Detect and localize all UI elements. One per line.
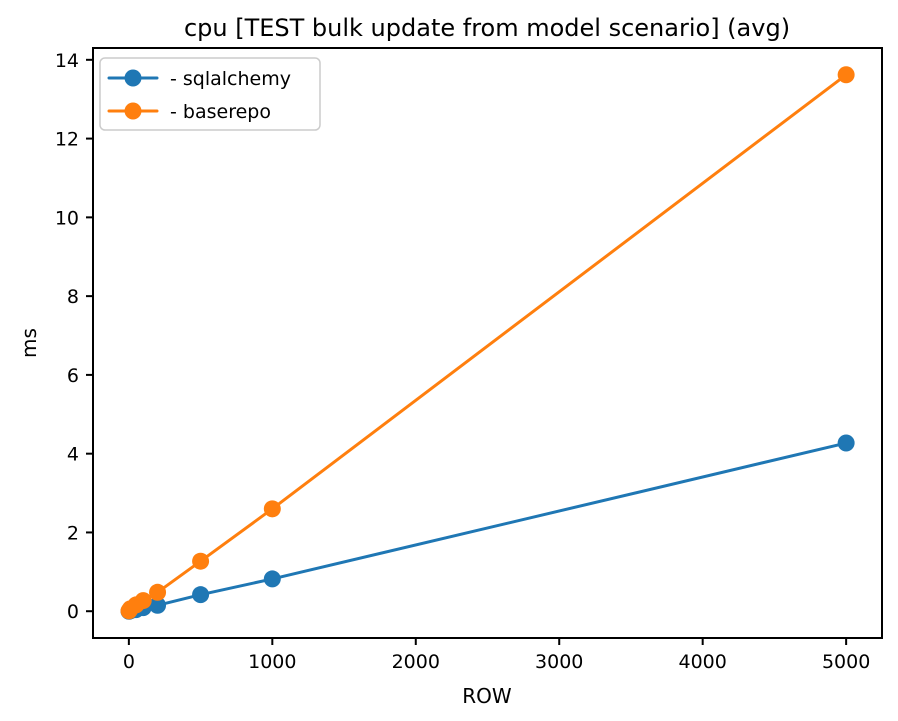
- x-tick-label: 2000: [392, 651, 440, 673]
- y-tick-label: 4: [67, 444, 79, 466]
- axes-frame: [92, 47, 883, 639]
- x-tick-label: 5000: [822, 651, 870, 673]
- series-line-baserepo: [127, 73, 848, 613]
- y-tick-label: 8: [67, 286, 79, 308]
- legend-marker-swatch: [124, 102, 142, 120]
- data-point-baserepo: [134, 592, 152, 610]
- y-tick-label: 6: [67, 365, 79, 387]
- x-axis-ticks: 0 1000 2000 3000 4000 5000: [123, 638, 870, 673]
- series-line-sqlalchemy: [127, 441, 848, 613]
- y-tick-label: 14: [55, 50, 79, 72]
- y-axis-label: ms: [17, 328, 41, 358]
- data-point-baserepo: [263, 500, 281, 518]
- legend-marker-swatch: [124, 69, 142, 87]
- x-tick-label: 4000: [679, 651, 727, 673]
- plot-area: 0 1000 2000 3000 4000 5000 0 2 4 6 8 10 12 14 - sqlalc…: [55, 47, 883, 673]
- y-axis-ticks: 0 2 4 6 8 10 12 14: [55, 50, 93, 623]
- x-tick-label: 3000: [535, 651, 583, 673]
- data-point-baserepo: [149, 583, 167, 601]
- legend-label: - sqlalchemy: [170, 68, 291, 90]
- x-axis-label: ROW: [462, 684, 512, 708]
- data-point-sqlalchemy: [263, 570, 281, 588]
- data-point-sqlalchemy: [192, 586, 210, 604]
- data-point-sqlalchemy: [837, 434, 855, 452]
- y-tick-label: 10: [55, 207, 79, 229]
- data-point-baserepo: [837, 66, 855, 84]
- x-tick-label: 1000: [248, 651, 296, 673]
- x-tick-label: 0: [123, 651, 135, 673]
- legend-label: - baserepo: [170, 101, 271, 123]
- y-tick-label: 12: [55, 129, 79, 151]
- series-markers-baserepo: [120, 66, 855, 620]
- data-point-baserepo: [192, 552, 210, 570]
- chart-title: cpu [TEST bulk update from model scenari…: [184, 14, 790, 42]
- y-tick-label: 0: [67, 601, 79, 623]
- y-tick-label: 2: [67, 522, 79, 544]
- data-point-sqlalchemy: [149, 596, 167, 614]
- legend: - sqlalchemy - baserepo: [99, 57, 321, 131]
